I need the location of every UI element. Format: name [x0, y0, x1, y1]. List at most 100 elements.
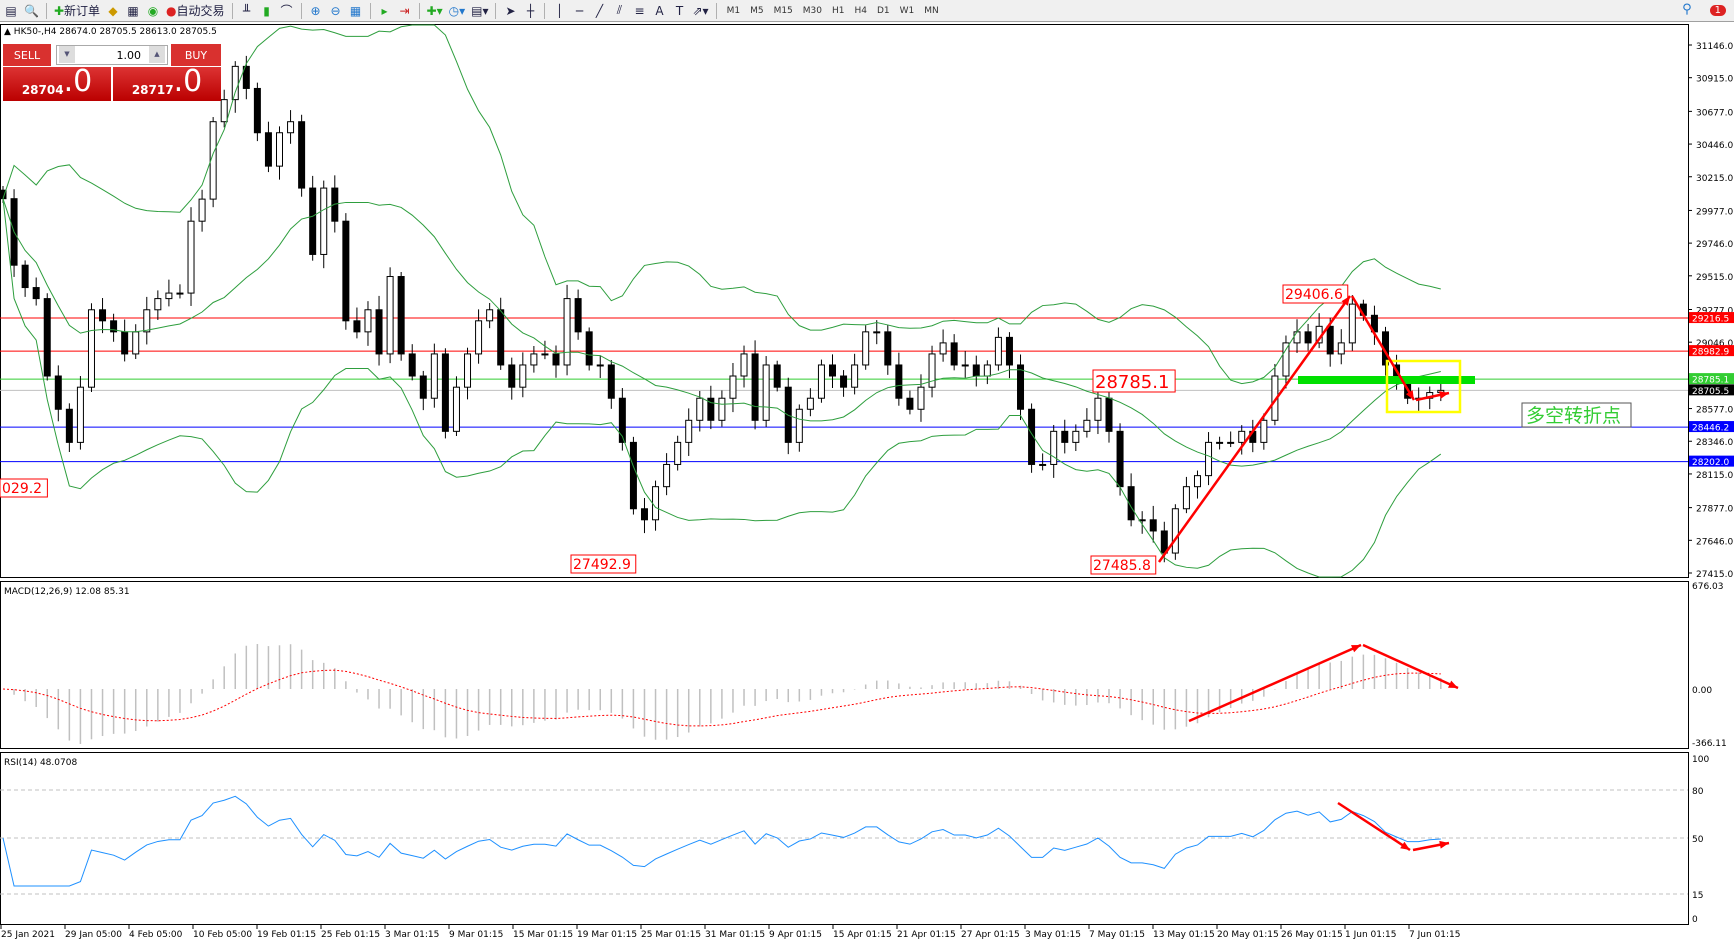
bear-candle — [497, 309, 505, 366]
price-tick-label: 29977.0 — [1696, 207, 1733, 217]
lots-decrease-button[interactable]: ▼ — [59, 46, 75, 63]
candlestick-icon[interactable]: ▮ — [263, 3, 270, 18]
bear-candle — [65, 408, 73, 443]
arrow-head — [1351, 645, 1361, 653]
bull-candle — [685, 419, 693, 443]
timeframe-M1[interactable]: M1 — [726, 5, 741, 16]
price-annotation: 27492.9 — [573, 557, 631, 573]
timeframe-H1[interactable]: H1 — [832, 5, 845, 16]
sell-button[interactable]: SELL — [3, 44, 51, 66]
text-label-icon[interactable]: T — [675, 3, 684, 18]
trendline-icon[interactable]: ╱ — [595, 3, 604, 18]
bull-candle — [1039, 463, 1047, 466]
bear-candle — [408, 353, 416, 377]
signals-icon[interactable]: ◉ — [147, 3, 159, 18]
horizontal-line-icon[interactable]: ─ — [575, 3, 584, 18]
timeframe-W1[interactable]: W1 — [899, 5, 915, 16]
zoom-in-icon[interactable]: ⊕ — [310, 3, 321, 18]
bull-candle — [1293, 331, 1301, 344]
bear-candle — [640, 508, 648, 521]
bull-candle — [386, 276, 394, 355]
text-icon[interactable]: A — [655, 3, 664, 18]
bull-candle — [486, 309, 494, 322]
chart-shift-icon[interactable]: ⇥ — [399, 3, 410, 18]
bull-candle — [1171, 508, 1179, 554]
tile-windows-icon[interactable]: ▦ — [349, 3, 362, 18]
trend-arrow — [1188, 643, 1362, 723]
fibonacci-icon[interactable]: ≡ — [634, 3, 645, 18]
bull-candle — [806, 397, 814, 410]
bull-candle — [276, 132, 283, 167]
time-label: 9 Apr 01:15 — [769, 930, 822, 940]
bull-candle — [1050, 430, 1058, 465]
zoom-out-icon[interactable]: ⊖ — [330, 3, 341, 18]
price-tick-label: 30915.0 — [1696, 75, 1733, 85]
timeframe-MN[interactable]: MN — [924, 5, 939, 16]
crosshair-icon[interactable]: ┼ — [526, 3, 535, 18]
arrow-head — [1448, 680, 1458, 688]
metaeditor-icon[interactable]: ◆ — [108, 3, 118, 18]
autoscroll-icon[interactable]: ▸ — [381, 3, 388, 18]
price-tick-label: 29277.0 — [1696, 306, 1733, 316]
bull-candle — [718, 397, 726, 421]
bear-candle — [884, 331, 892, 366]
templates-icon[interactable]: ▤▾ — [471, 3, 489, 18]
price-annotation: 029.2 — [2, 481, 42, 497]
time-label: 21 Apr 01:15 — [897, 930, 956, 940]
bear-candle — [375, 309, 383, 355]
timeframe-M5[interactable]: M5 — [750, 5, 764, 16]
bid-price-button[interactable]: 28704.0 — [3, 67, 111, 101]
timeframe-bar: M1 M5 M15 M30 H1 H4 D1 W1 MN — [722, 6, 944, 16]
new-order-button[interactable]: ✚ 新订单 — [53, 3, 101, 19]
vertical-line-icon[interactable]: │ — [555, 3, 564, 18]
price-line-tag — [1689, 345, 1734, 357]
line-chart-icon[interactable]: ⌒ — [280, 4, 293, 18]
note-box — [1521, 402, 1632, 428]
cursor-icon[interactable]: ➤ — [505, 3, 516, 18]
bull-candle — [154, 298, 162, 311]
window-icon[interactable]: ▤ — [5, 3, 17, 18]
bull-candle — [220, 99, 228, 123]
price-annotation-box — [570, 554, 637, 574]
timeframe-D1[interactable]: D1 — [877, 5, 890, 16]
time-label: 10 Feb 05:00 — [193, 930, 252, 940]
auto-trading-button[interactable]: ● 自动交易 — [166, 3, 225, 19]
bar-chart-icon[interactable]: ╨ — [242, 3, 251, 18]
indicators-icon[interactable]: ✚▾ — [426, 3, 443, 18]
bull-candle — [452, 386, 460, 432]
trend-arrow — [1337, 801, 1411, 852]
channel-icon[interactable]: ⫽ — [616, 3, 623, 17]
zoom-window-icon[interactable]: 🔍 — [24, 3, 39, 18]
timeframe-M30[interactable]: M30 — [802, 5, 822, 16]
bull-candle — [176, 292, 184, 295]
bull-candle — [1205, 441, 1213, 477]
price-tick-label: 27646.0 — [1696, 537, 1733, 547]
buy-button[interactable]: BUY — [171, 44, 221, 66]
search-icon[interactable]: ⚲ — [1682, 2, 1692, 17]
price-line-tag — [1689, 421, 1734, 433]
bull-candle — [541, 353, 549, 356]
notifications-icon[interactable]: 1 — [1709, 3, 1726, 16]
bull-candle — [928, 353, 936, 388]
time-label: 7 Jun 01:15 — [1409, 930, 1460, 940]
bull-candle — [143, 309, 151, 333]
timeframe-M15[interactable]: M15 — [773, 5, 793, 16]
bear-candle — [618, 397, 626, 443]
bear-candle — [419, 375, 427, 399]
lots-increase-button[interactable]: ▲ — [149, 46, 165, 63]
price-tick-label: 29746.0 — [1696, 240, 1733, 250]
arrows-icon[interactable]: ⇗▾ — [692, 3, 709, 18]
bull-candle — [198, 198, 206, 222]
ask-price-button[interactable]: 28717.0 — [113, 67, 221, 101]
macd-signal-line — [2, 669, 1441, 727]
bull-candle — [287, 121, 295, 134]
terminal-icon[interactable]: ▦ — [127, 3, 139, 18]
periods-icon[interactable]: ◷▾ — [448, 3, 466, 18]
timeframe-H4[interactable]: H4 — [854, 5, 868, 16]
bear-candle — [1017, 364, 1025, 410]
bull-candle — [364, 309, 372, 333]
bull-candle — [464, 353, 472, 388]
rsi-tick-label: 15 — [1692, 891, 1703, 901]
lots-input[interactable]: 1.00 — [56, 45, 168, 65]
